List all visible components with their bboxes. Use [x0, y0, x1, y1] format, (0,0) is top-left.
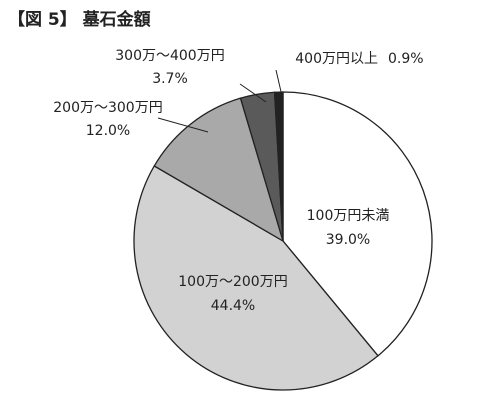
- value-label: 39.0%: [326, 232, 370, 248]
- value-label: 44.4%: [211, 298, 255, 314]
- value-label: 12.0%: [86, 123, 130, 139]
- value-label: 3.7%: [152, 71, 188, 87]
- leader-line: [275, 69, 283, 97]
- slice-label: 400万円以上: [295, 51, 378, 67]
- slice-label: 200万～300万円: [53, 100, 162, 116]
- leader-lines: [157, 69, 283, 133]
- slice-label: 100万円未満: [307, 208, 390, 224]
- pie-slice: [273, 91, 284, 242]
- chart-title: 【図 5】 墓石金額: [8, 9, 151, 30]
- slice-label: 300万～400万円: [115, 48, 224, 64]
- leader-line: [157, 117, 209, 133]
- pie-slice: [133, 165, 379, 391]
- slice-label: 100万～200万円: [178, 274, 287, 290]
- pie-slice: [282, 91, 433, 357]
- value-label: 0.9%: [388, 51, 424, 67]
- leader-line: [239, 83, 267, 103]
